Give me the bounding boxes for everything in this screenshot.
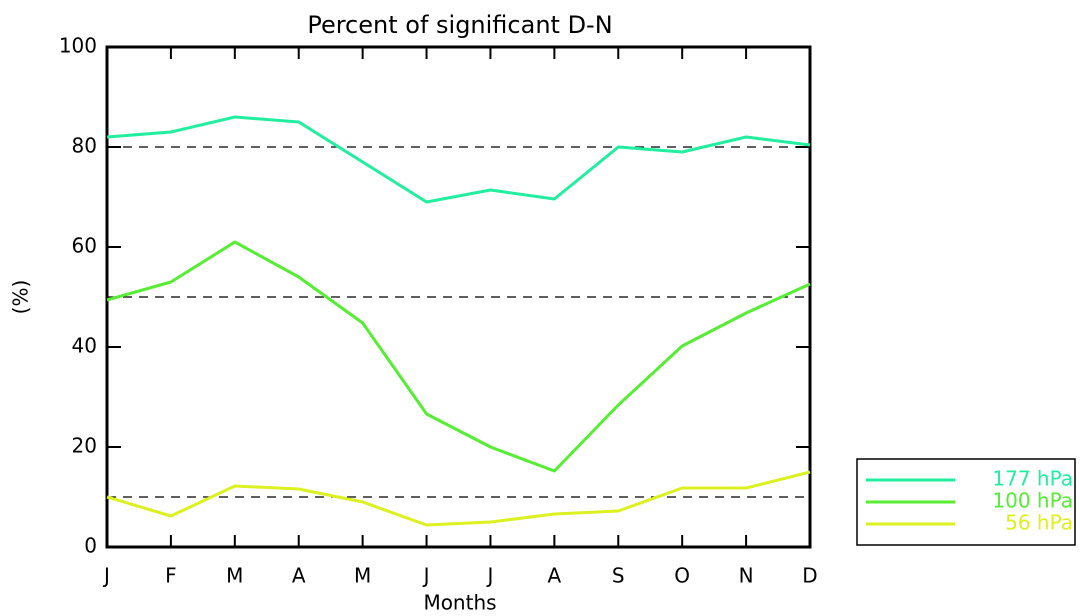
y-tick-label: 20	[72, 434, 97, 458]
legend-box	[856, 458, 1076, 546]
x-tick-label: S	[612, 564, 625, 588]
y-tick-label: 100	[59, 34, 97, 58]
x-tick-label: N	[739, 564, 754, 588]
series-line	[106, 470, 811, 527]
y-tick-label: 0	[84, 534, 97, 558]
y-tick-label: 60	[72, 234, 97, 258]
x-tick-label: A	[548, 564, 562, 588]
legend-label: 56 hPa	[1005, 511, 1073, 535]
x-tick-label: J	[102, 564, 110, 588]
x-tick-label: J	[422, 564, 430, 588]
x-tick-label: F	[165, 564, 177, 588]
legend-label: 100 hPa	[992, 489, 1073, 513]
x-tick-label: A	[292, 564, 306, 588]
series-line	[106, 240, 811, 473]
x-tick-label: M	[226, 564, 243, 588]
x-tick-label: O	[674, 564, 690, 588]
y-tick-label: 40	[72, 334, 97, 358]
x-tick-label: M	[354, 564, 371, 588]
chart-title: Percent of significant D-N	[307, 11, 612, 39]
x-axis-label: Months	[423, 591, 496, 615]
y-tick-label: 80	[72, 134, 97, 158]
x-tick-label: D	[802, 564, 817, 588]
series-line	[106, 115, 811, 204]
y-axis-label: (%)	[9, 280, 33, 315]
legend-label: 177 hPa	[992, 467, 1073, 491]
x-tick-label: J	[486, 564, 494, 588]
